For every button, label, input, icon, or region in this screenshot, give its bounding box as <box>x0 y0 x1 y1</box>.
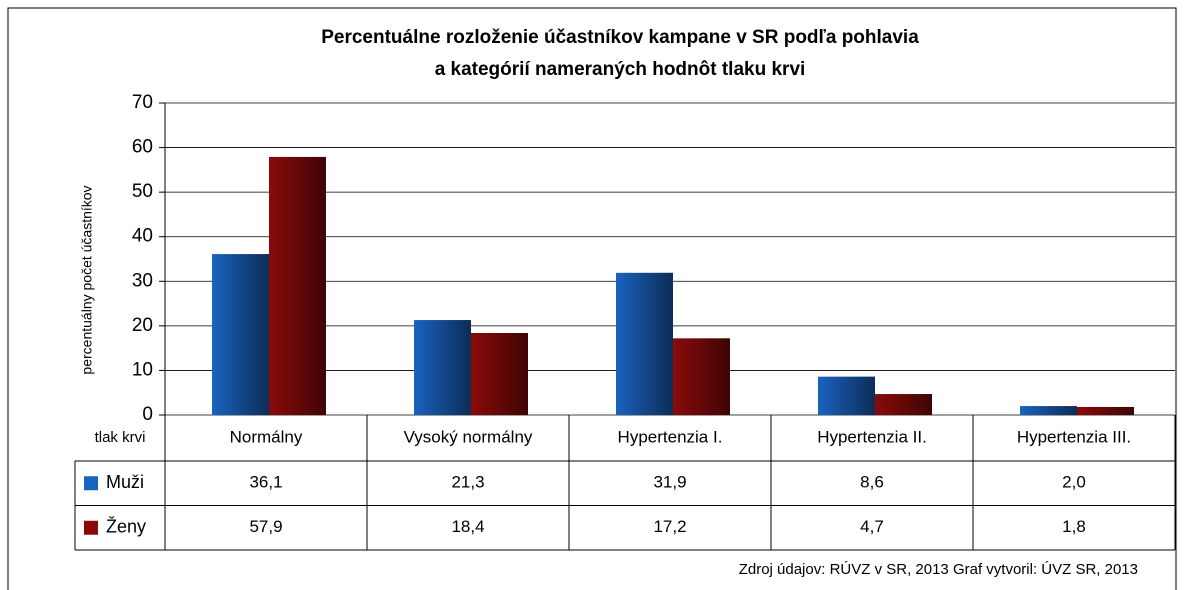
y-tick-label: 20 <box>132 315 153 336</box>
bar-shade <box>212 254 269 415</box>
table-value: 31,9 <box>653 473 686 492</box>
legend-key <box>84 520 98 535</box>
frame <box>7 7 1177 590</box>
y-tick-label: 30 <box>132 270 153 291</box>
y-tick-label: 0 <box>142 404 153 425</box>
table-value: 17,2 <box>653 517 686 536</box>
legend-key <box>84 476 98 491</box>
y-tick-label: 70 <box>132 92 153 113</box>
bar-shade <box>471 332 528 415</box>
bar-shade <box>818 376 875 415</box>
chart-title: Percentuálne rozloženie účastníkov kampa… <box>321 27 919 48</box>
bar-shade <box>875 394 932 415</box>
chart-subtitle: a kategórií nameraných hodnôt tlaku krvi <box>435 59 806 80</box>
table-value: 1,8 <box>1062 517 1086 536</box>
bar-shade <box>1077 406 1134 415</box>
x-tick-label: Normálny <box>230 427 303 446</box>
source-note: Zdroj údajov: RÚVZ v SR, 2013 Graf vytvo… <box>739 561 1138 578</box>
table-value: 18,4 <box>451 517 484 536</box>
y-tick-label: 10 <box>132 359 153 380</box>
y-tick-label: 60 <box>132 137 153 158</box>
bar-shade <box>616 272 673 415</box>
bar-shade <box>1020 406 1077 415</box>
y-tick-label: 40 <box>132 226 153 247</box>
table-value: 21,3 <box>451 473 484 492</box>
legend-label: Muži <box>106 472 144 492</box>
x-tick-label: Hypertenzia II. <box>817 427 927 446</box>
table-value: 4,7 <box>860 517 884 536</box>
y-tick-label: 50 <box>132 181 153 202</box>
table-value: 57,9 <box>249 517 282 536</box>
legend-label: Ženy <box>106 517 146 537</box>
table-value: 2,0 <box>1062 473 1086 492</box>
bar-shade <box>269 156 326 415</box>
bar-shade <box>673 338 730 415</box>
table-value: 8,6 <box>860 473 884 492</box>
x-tick-label: Hypertenzia I. <box>618 427 723 446</box>
x-axis-label: tlak krvi <box>95 429 146 446</box>
x-tick-label: Hypertenzia III. <box>1017 427 1131 446</box>
x-tick-label: Vysoký normálny <box>404 427 533 446</box>
bar-shade <box>414 320 471 415</box>
table-value: 36,1 <box>249 473 282 492</box>
y-axis-label: percentuálny počet účastníkov <box>79 185 95 374</box>
